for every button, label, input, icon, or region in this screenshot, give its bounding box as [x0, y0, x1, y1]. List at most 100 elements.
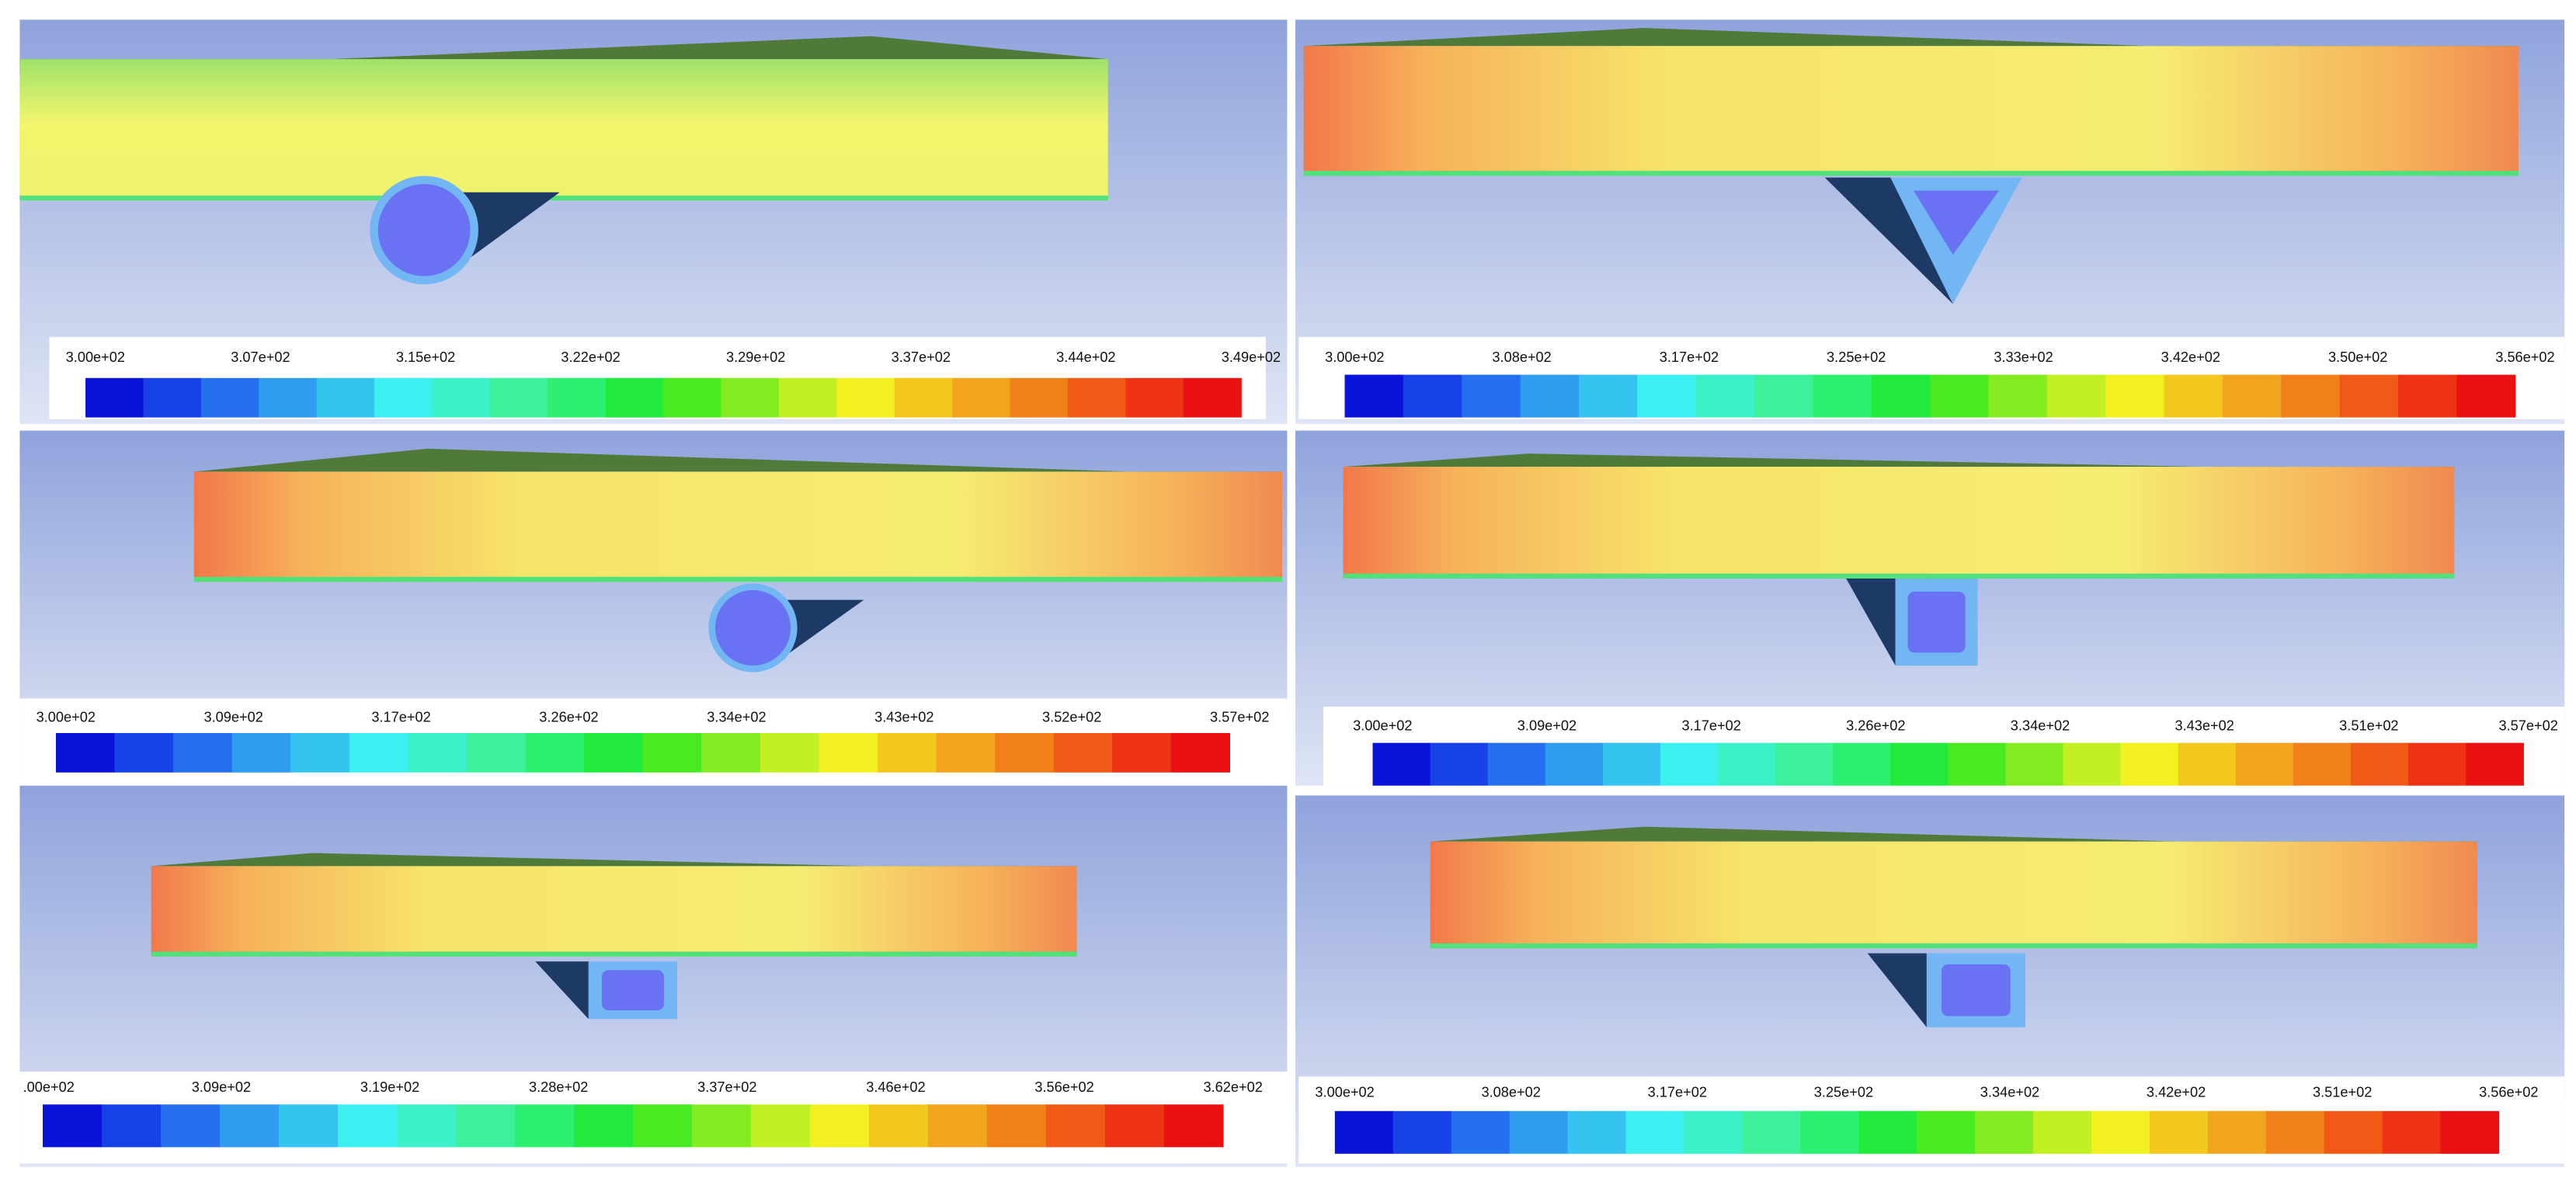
colorbar-label: 3.08e+02: [1482, 1084, 1541, 1100]
colorbar-swatch: [1684, 1110, 1743, 1154]
colorbar-swatch: [2440, 1110, 2500, 1154]
colorbar-swatch: [548, 377, 607, 418]
colorbar-swatch: [2005, 742, 2064, 786]
colorbar-label: 3.17e+02: [371, 710, 430, 725]
colorbar-label: 3.62e+02: [1203, 1079, 1262, 1095]
colorbar-swatch: [290, 732, 350, 773]
colorbar-swatch: [279, 1104, 339, 1148]
colorbar-label: 3.00e+02: [37, 710, 96, 725]
colorbar-swatch: [1372, 742, 1431, 786]
colorbar-swatch: [1509, 1110, 1569, 1154]
colorbar-label: .00e+02: [23, 1079, 75, 1095]
colorbar-swatch: [927, 1104, 988, 1148]
colorbar-swatch: [55, 732, 116, 773]
slab-top: [19, 36, 1108, 73]
colorbar-swatch: [1833, 742, 1891, 786]
colorbar-swatch: [1112, 732, 1172, 773]
colorbar-label: 3.22e+02: [561, 349, 620, 365]
slab: [1303, 46, 2519, 176]
colorbar-swatch: [2397, 374, 2457, 418]
colorbar-swatch: [1917, 1110, 1976, 1154]
colorbar-label: 3.09e+02: [192, 1079, 251, 1095]
tube-inner: [377, 183, 471, 276]
colorbar-swatch: [1988, 374, 2048, 418]
colorbar-label: 3.09e+02: [203, 710, 262, 725]
colorbar-label: 3.56e+02: [1034, 1079, 1093, 1095]
colorbar-swatch: [2178, 742, 2237, 786]
colorbar-swatch: [995, 732, 1055, 773]
colorbar-swatch: [1462, 374, 1521, 418]
colorbar-swatch: [408, 732, 468, 773]
colorbar-swatch: [1602, 742, 1661, 786]
colorbar-label: 3.17e+02: [1660, 349, 1719, 365]
colorbar-swatch: [2281, 374, 2341, 418]
shadow: [1846, 579, 1896, 666]
colorbar-label: 3.34e+02: [2011, 718, 2070, 733]
panel: 3.00e+02 3.08e+02 3.17e+02 3.25e+02 3.34e+02…: [1295, 795, 2565, 1167]
colorbar-label: 3.46e+02: [866, 1079, 925, 1095]
colorbar-swatch: [1800, 1110, 1859, 1154]
colorbar-swatch: [514, 1104, 575, 1148]
colorbar-swatch: [2293, 742, 2352, 786]
colorbar-swatch: [663, 377, 722, 418]
colorbar-swatch: [2265, 1110, 2325, 1154]
slab: [19, 59, 1108, 201]
colorbar-label: 3.43e+02: [874, 710, 933, 725]
colorbar-swatch: [584, 732, 644, 773]
colorbar-swatch: [809, 1104, 870, 1148]
colorbar-swatch: [1045, 1104, 1106, 1148]
colorbar-swatch: [632, 1104, 693, 1148]
colorbar-label: 3.34e+02: [707, 710, 766, 725]
colorbar-swatch: [2408, 742, 2466, 786]
tube-inner: [1941, 964, 2011, 1016]
colorbar-label: 3.33e+02: [1994, 349, 2053, 365]
colorbar-swatch: [2164, 374, 2223, 418]
colorbar-swatch: [1695, 374, 1755, 418]
colorbar-label: 3.00e+02: [1315, 1084, 1374, 1100]
colorbar-label: 3.15e+02: [396, 349, 455, 365]
colorbar-swatch: [1948, 742, 2007, 786]
colorbar-swatch: [605, 377, 664, 418]
tube-inner: [1907, 591, 1966, 653]
colorbar-swatch: [760, 732, 820, 773]
slab-edge: [19, 195, 1108, 201]
colorbar-label: 3.51e+02: [2339, 718, 2398, 733]
colorbar-swatch: [868, 1104, 929, 1148]
colorbar-swatch: [1392, 1110, 1452, 1154]
tube-inner: [714, 589, 791, 666]
colorbar-swatch: [573, 1104, 634, 1148]
colorbar-swatch: [1344, 374, 1404, 418]
colorbar-swatch: [1183, 377, 1242, 418]
colorbar-label: 3.25e+02: [1814, 1084, 1873, 1100]
slab-edge: [1430, 943, 2477, 949]
slab: [1343, 467, 2455, 579]
colorbar-swatch: [2120, 742, 2179, 786]
colorbar-swatch: [316, 377, 375, 418]
colorbar-swatch: [1742, 1110, 1801, 1154]
colorbar-swatch: [2351, 742, 2409, 786]
colorbar-label: 3.52e+02: [1042, 710, 1101, 725]
colorbar-label: 3.57e+02: [2499, 718, 2558, 733]
colorbar-swatch: [525, 732, 585, 773]
colorbar-swatch: [1430, 742, 1489, 786]
colorbar-swatch: [1067, 377, 1126, 418]
panel: 3.00e+02 3.08e+02 3.17e+02 3.25e+02 3.33e+02…: [1295, 19, 2565, 425]
colorbar-label: 3.42e+02: [2147, 1084, 2206, 1100]
colorbar-label: 3.44e+02: [1056, 349, 1115, 365]
colorbar-swatch: [200, 377, 259, 418]
colorbar-swatch: [2063, 742, 2122, 786]
colorbar-label: 3.08e+02: [1492, 349, 1551, 365]
shadow: [535, 961, 589, 1020]
slab-top: [1343, 453, 2455, 472]
colorbar-swatch: [2207, 1110, 2267, 1154]
panel: .00e+02 3.09e+02 3.19e+02 3.28e+02 3.37e+02 3…: [19, 785, 1288, 1167]
colorbar-swatch: [173, 732, 233, 773]
colorbar-label: 3.37e+02: [892, 349, 951, 365]
colorbar-swatch: [2339, 374, 2399, 418]
colorbar-label: 3.42e+02: [2161, 349, 2220, 365]
colorbar-label: 3.29e+02: [726, 349, 785, 365]
colorbar-swatch: [2046, 374, 2106, 418]
colorbar-swatch: [1053, 732, 1113, 773]
colorbar-swatch: [231, 732, 291, 773]
colorbar-label: 3.09e+02: [1517, 718, 1577, 733]
